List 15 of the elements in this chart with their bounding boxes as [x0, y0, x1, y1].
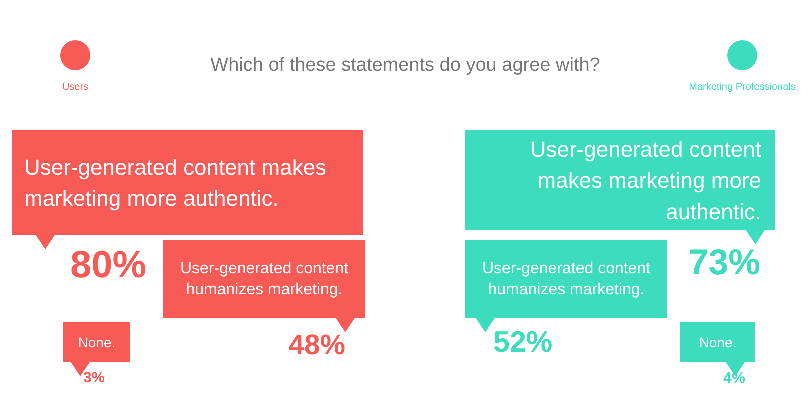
data-label: 80% — [70, 244, 147, 286]
text: Which of these statements do you agree with? — [210, 55, 600, 76]
category-label: User-generated content makes marketing more authentic. — [530, 136, 762, 224]
data-label: 52% — [494, 326, 553, 359]
category-label: None. — [78, 334, 116, 350]
data-label: 48% — [288, 330, 346, 362]
category-label: User-generated content humanizes marketing. — [482, 260, 652, 299]
legend-label: Marketing Professionals — [689, 82, 796, 93]
data-label: 4% — [724, 370, 746, 387]
category-label: User-generated content makes marketing more authentic. — [24, 154, 327, 212]
category-label: None. — [699, 334, 737, 350]
data-label: 3% — [84, 370, 106, 386]
category-label: User-generated content humanizes marketing. — [180, 260, 350, 299]
data-label: 73% — [688, 242, 761, 282]
legend-label: Users — [62, 82, 89, 93]
